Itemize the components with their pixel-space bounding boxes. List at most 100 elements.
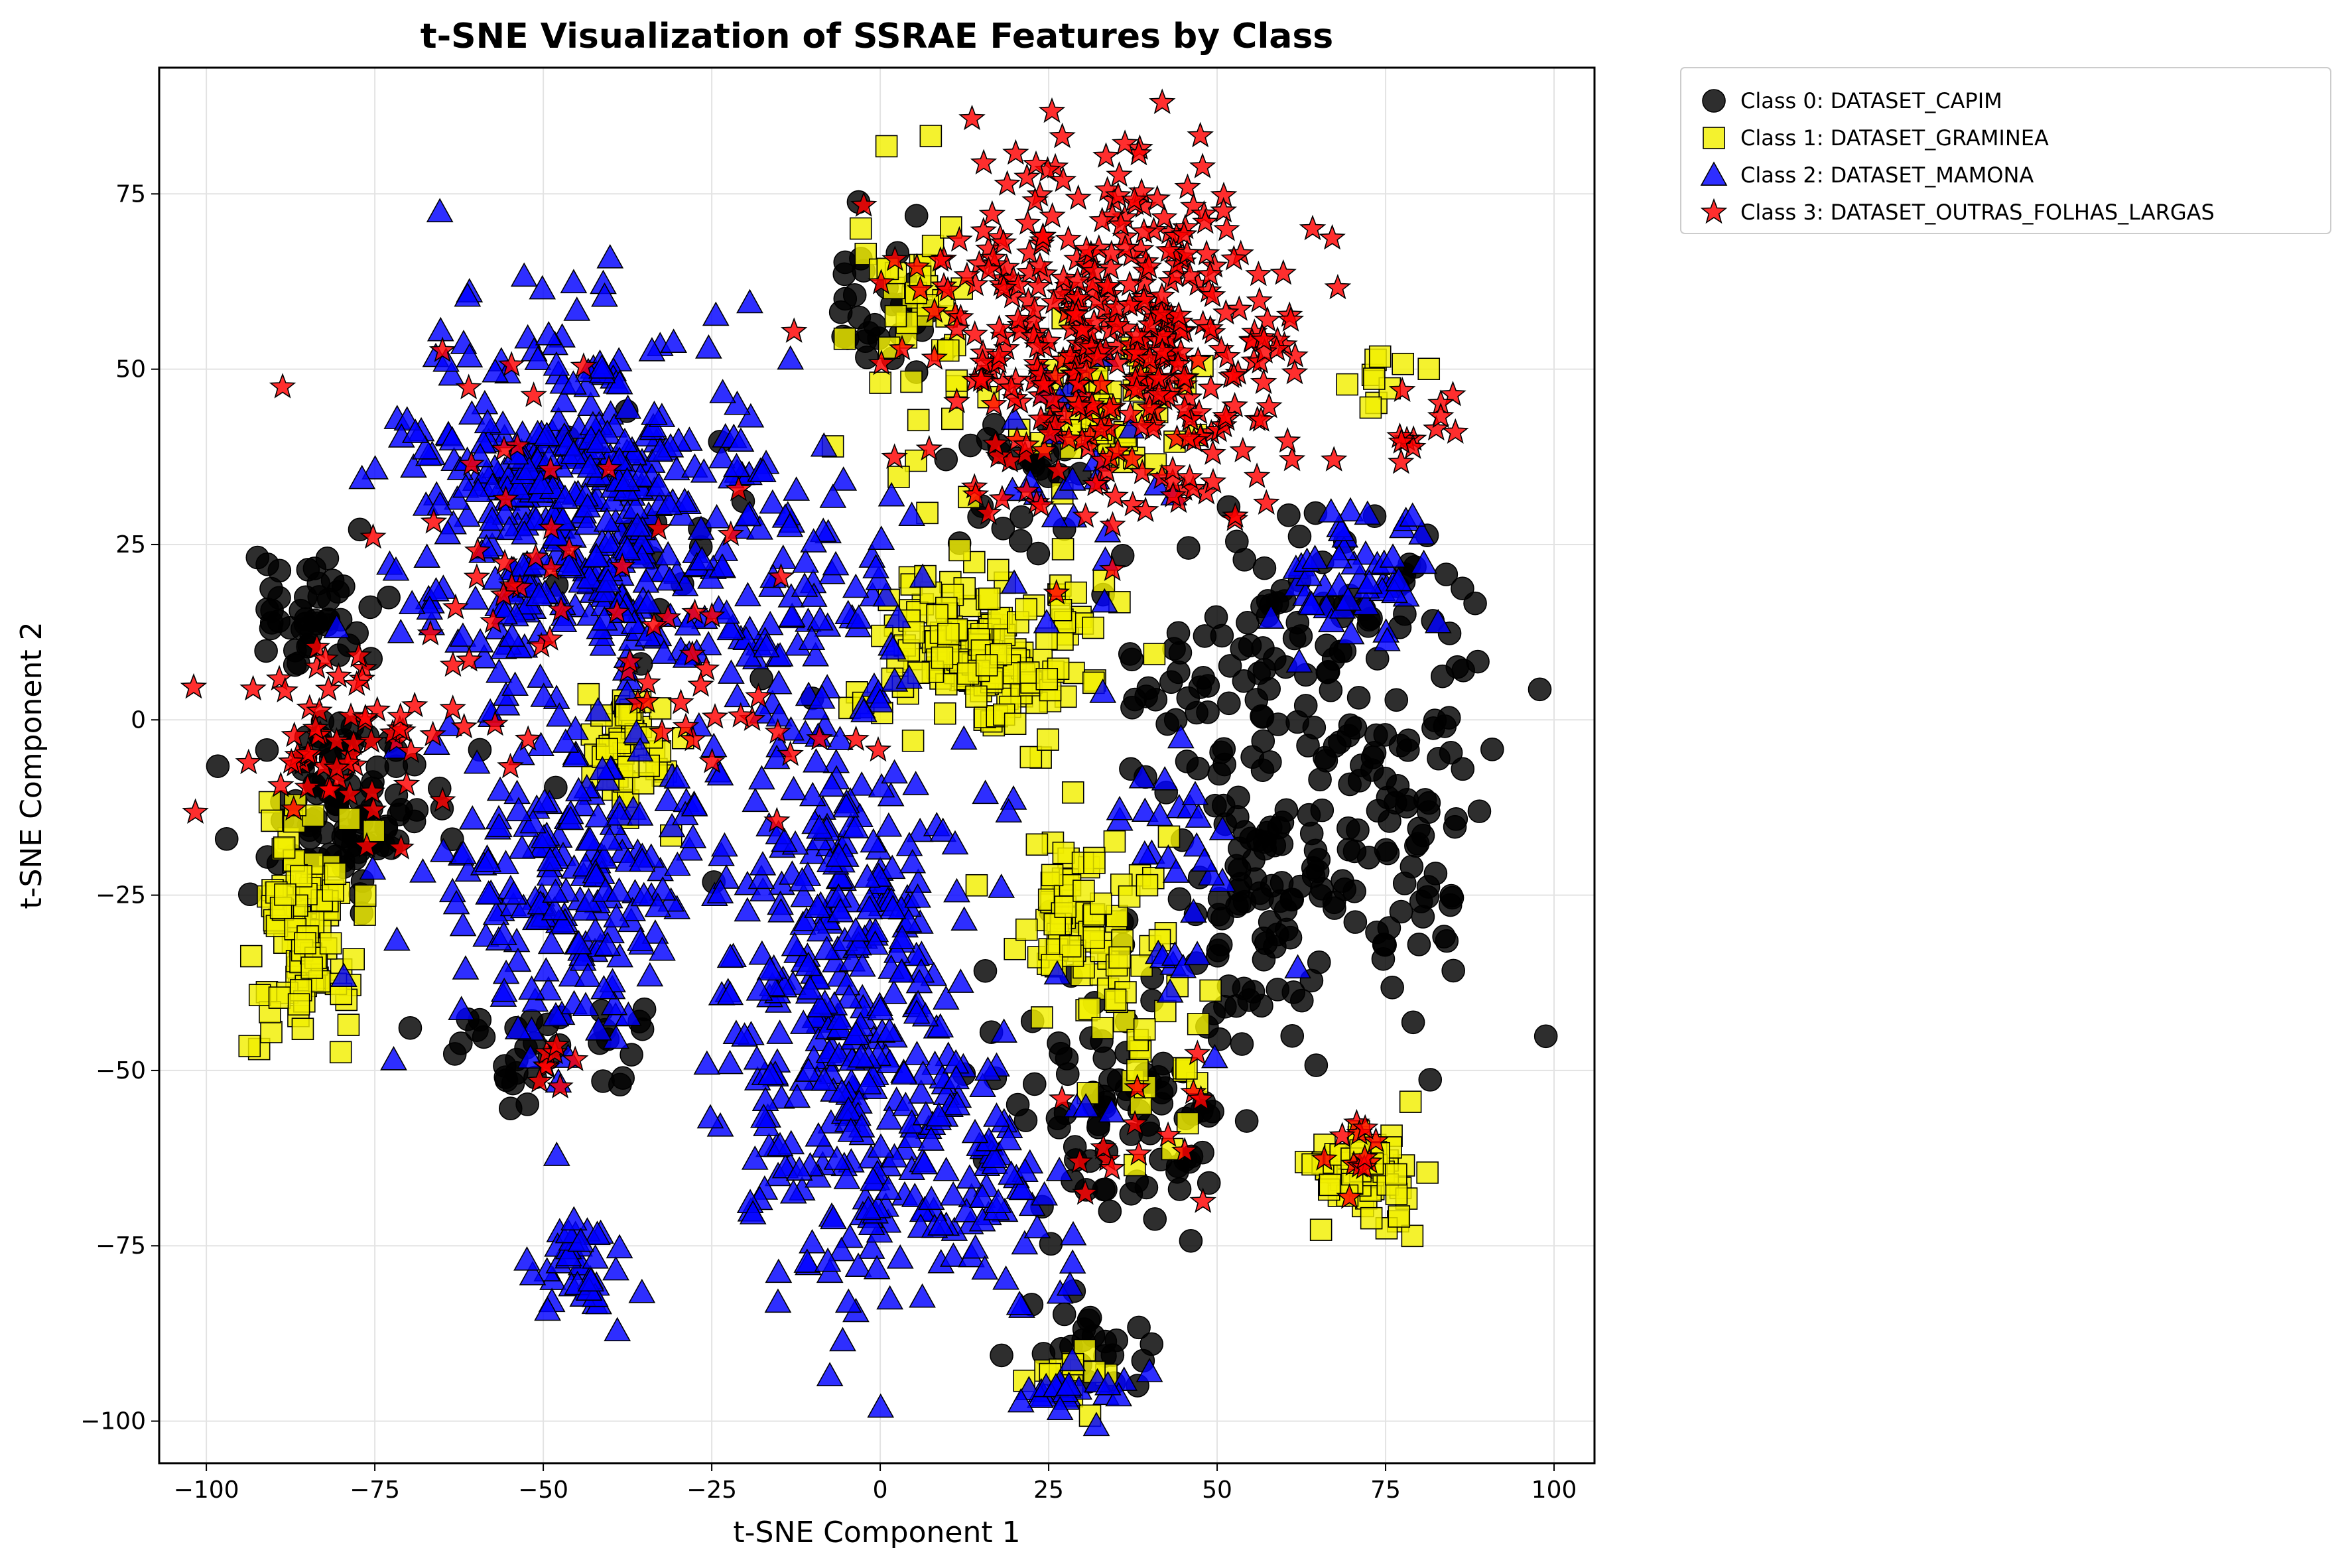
point-class-1 <box>1031 1006 1053 1029</box>
point-class-0 <box>1026 541 1051 566</box>
point-class-0 <box>991 517 1015 541</box>
point-class-1 <box>342 948 365 970</box>
point-class-0 <box>1196 700 1220 724</box>
point-class-0 <box>1224 994 1248 1018</box>
point-class-0 <box>832 262 857 287</box>
x-tick-label: 25 <box>1033 1476 1064 1504</box>
point-class-1 <box>274 883 296 906</box>
point-class-1 <box>248 984 271 1007</box>
point-class-1 <box>869 371 892 394</box>
point-class-0 <box>498 1096 523 1120</box>
point-class-0 <box>1301 856 1325 880</box>
point-class-0 <box>1238 633 1262 658</box>
point-class-1 <box>900 370 923 393</box>
y-tick-label: 75 <box>115 180 146 208</box>
point-class-0 <box>1179 1228 1203 1253</box>
point-class-0 <box>1008 529 1033 553</box>
point-class-2 <box>737 403 765 428</box>
point-class-0 <box>306 571 331 596</box>
point-class-0 <box>1322 890 1346 915</box>
points-layer <box>180 88 1558 1437</box>
legend-marker-class-1 <box>1703 127 1725 149</box>
point-class-1 <box>261 809 283 832</box>
point-class-0 <box>254 639 278 663</box>
point-class-0 <box>1186 756 1210 781</box>
point-class-0 <box>619 1043 643 1067</box>
point-class-1 <box>1073 880 1095 902</box>
point-class-0 <box>1394 795 1419 819</box>
point-class-2 <box>527 663 554 688</box>
point-class-1 <box>965 685 988 708</box>
point-class-0 <box>1098 1068 1122 1092</box>
point-class-0 <box>1287 524 1312 549</box>
point-class-0 <box>1098 1199 1122 1224</box>
y-tick-label: −50 <box>96 1057 146 1084</box>
point-class-0 <box>1315 633 1338 657</box>
point-class-1 <box>290 865 313 887</box>
point-class-0 <box>1418 1068 1443 1092</box>
point-class-1 <box>833 327 856 350</box>
point-class-1 <box>1199 979 1222 1002</box>
point-class-1 <box>1401 1224 1424 1248</box>
point-class-0 <box>1206 944 1230 968</box>
point-class-0 <box>990 1343 1013 1368</box>
point-class-1 <box>1113 1010 1136 1033</box>
point-class-0 <box>1076 1308 1101 1333</box>
point-class-0 <box>1252 556 1277 580</box>
x-tick-label: −100 <box>174 1476 239 1504</box>
point-class-0 <box>855 345 879 369</box>
point-class-1 <box>1392 352 1414 375</box>
point-class-0 <box>1047 1031 1071 1055</box>
point-class-1 <box>268 986 291 1009</box>
point-class-1 <box>1103 830 1126 853</box>
point-class-1 <box>1054 895 1077 918</box>
x-tick-label: 0 <box>873 1476 888 1504</box>
point-class-1 <box>1157 825 1181 848</box>
point-class-1 <box>941 407 964 430</box>
point-class-0 <box>398 1015 423 1040</box>
point-class-0 <box>1384 688 1409 712</box>
x-tick-label: 50 <box>1202 1476 1232 1504</box>
point-class-0 <box>1045 1106 1070 1130</box>
point-class-0 <box>1250 994 1273 1018</box>
point-class-0 <box>358 595 383 620</box>
x-tick-label: 100 <box>1531 1476 1577 1504</box>
point-class-1 <box>1336 373 1358 396</box>
point-class-0 <box>1277 503 1301 527</box>
point-class-0 <box>1296 734 1320 757</box>
legend-marker-class-0 <box>1702 89 1726 113</box>
point-class-1 <box>901 729 925 752</box>
point-class-1 <box>239 945 263 968</box>
point-class-0 <box>1159 670 1183 694</box>
point-class-0 <box>206 754 230 778</box>
point-class-1 <box>1108 946 1131 969</box>
point-class-0 <box>1439 883 1463 908</box>
y-tick-label: 50 <box>115 356 146 383</box>
point-class-1 <box>1143 643 1166 665</box>
point-class-1 <box>875 135 898 158</box>
point-class-1 <box>1136 874 1159 897</box>
point-class-1 <box>1051 538 1074 560</box>
point-class-1 <box>287 993 310 1016</box>
point-class-0 <box>442 1042 467 1066</box>
legend-label-class-1: Class 1: DATASET_GRAMINEA <box>1740 125 2049 151</box>
point-class-0 <box>1380 976 1404 1000</box>
point-class-0 <box>1197 1104 1221 1128</box>
point-class-0 <box>1250 758 1275 782</box>
point-class-0 <box>377 586 401 610</box>
point-class-0 <box>259 576 283 601</box>
point-class-1 <box>1004 712 1027 736</box>
point-class-0 <box>863 312 887 337</box>
point-class-0 <box>1191 666 1215 690</box>
point-class-0 <box>1177 536 1201 560</box>
point-class-1 <box>1363 367 1386 390</box>
y-tick-label: −100 <box>80 1408 146 1435</box>
point-class-1 <box>238 1035 261 1057</box>
point-class-1 <box>1015 598 1038 621</box>
point-class-0 <box>1218 654 1242 678</box>
point-class-0 <box>842 283 867 307</box>
legend: Class 0: DATASET_CAPIM Class 1: DATASET_G… <box>1680 67 2331 234</box>
point-class-0 <box>1251 729 1275 753</box>
point-class-0 <box>1451 757 1475 781</box>
x-tick-label: 75 <box>1370 1476 1401 1504</box>
